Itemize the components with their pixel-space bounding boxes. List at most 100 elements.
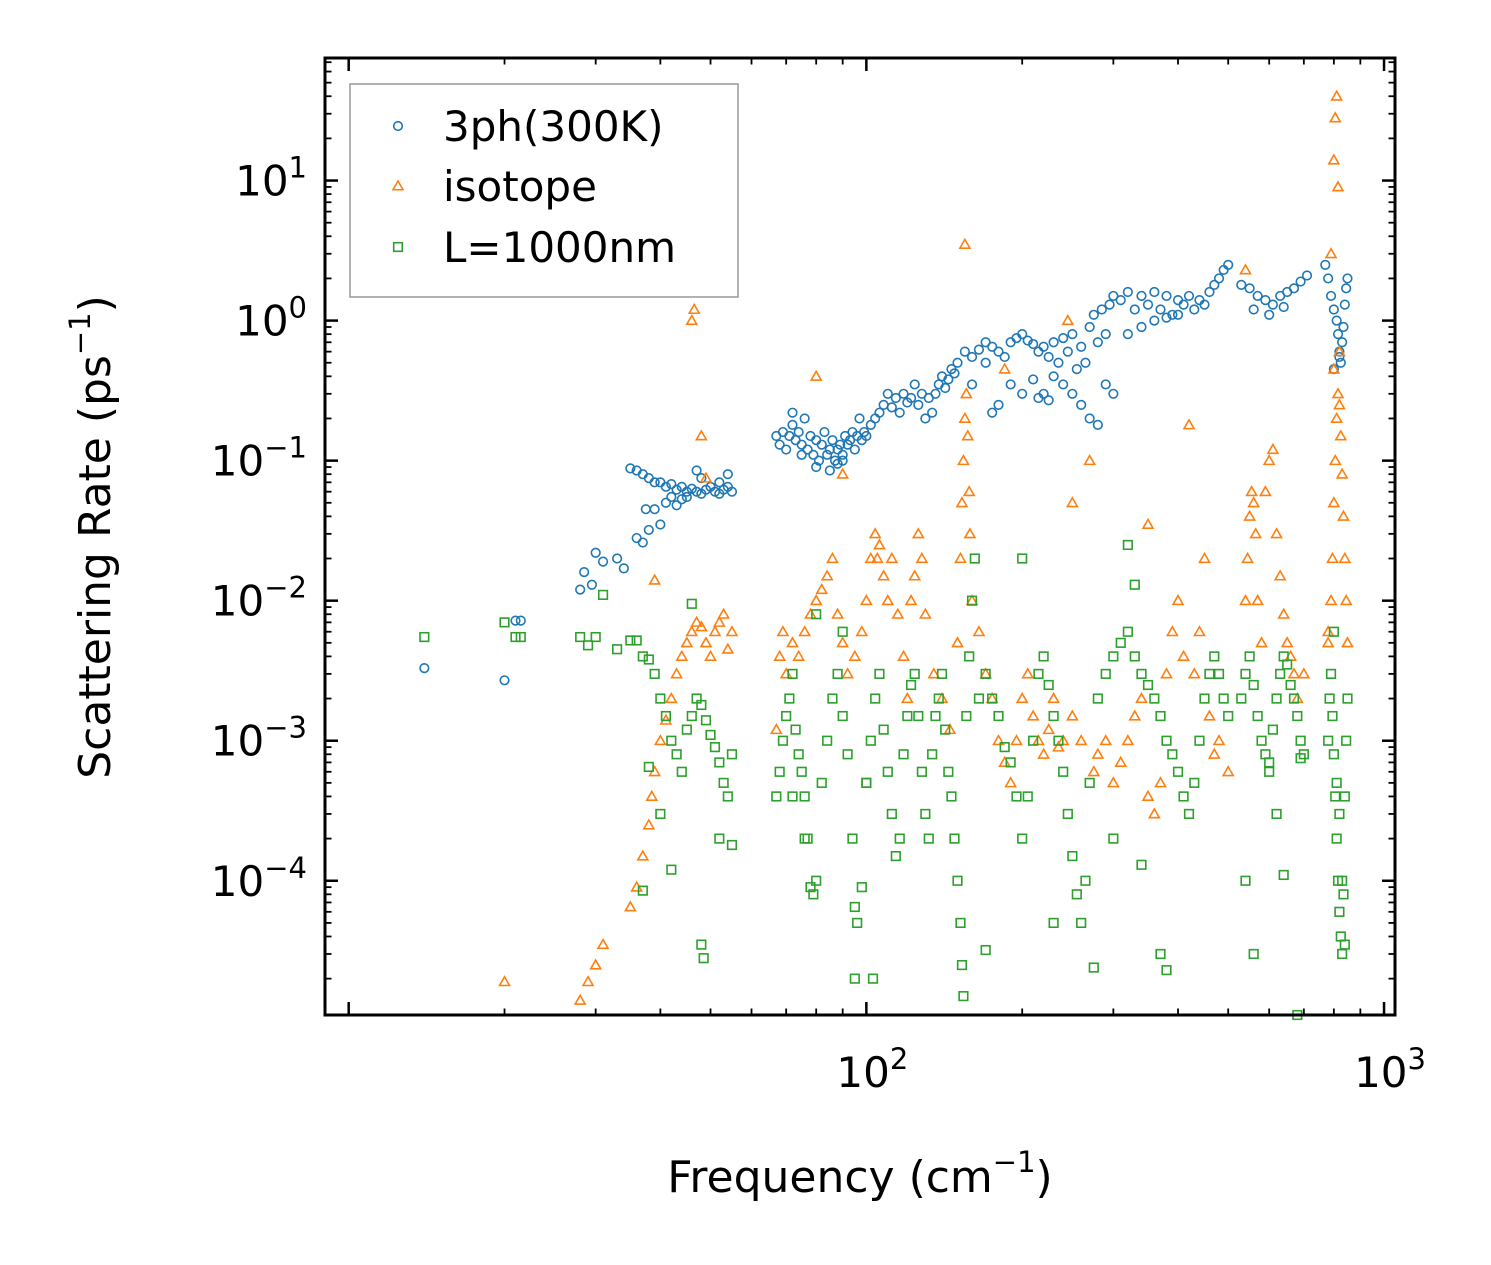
data-point bbox=[1277, 607, 1291, 619]
data-point bbox=[1183, 808, 1195, 820]
data-point bbox=[664, 691, 678, 704]
data-point bbox=[855, 625, 869, 637]
data-point bbox=[1141, 517, 1155, 530]
data-point bbox=[904, 594, 918, 606]
data-point bbox=[726, 749, 738, 760]
data-point bbox=[1172, 309, 1184, 320]
data-point bbox=[848, 649, 862, 661]
data-point bbox=[961, 429, 975, 441]
data-point bbox=[1328, 454, 1342, 466]
data-point bbox=[1332, 329, 1344, 340]
data-point bbox=[1342, 693, 1353, 704]
data-point bbox=[1249, 527, 1263, 539]
data-point bbox=[796, 766, 807, 777]
data-point bbox=[1033, 668, 1044, 679]
data-point bbox=[690, 615, 703, 627]
data-point bbox=[596, 937, 610, 950]
data-point bbox=[799, 833, 810, 844]
data-point bbox=[586, 579, 598, 590]
data-point bbox=[1122, 626, 1133, 637]
data-point bbox=[824, 465, 835, 476]
data-point bbox=[1328, 304, 1339, 315]
data-point bbox=[870, 693, 881, 704]
data-point bbox=[655, 693, 666, 704]
data-point bbox=[999, 351, 1010, 363]
data-point bbox=[618, 563, 629, 574]
data-point bbox=[1323, 735, 1334, 746]
data-point bbox=[643, 654, 654, 665]
data-point bbox=[1122, 286, 1133, 298]
data-point bbox=[958, 237, 972, 249]
data-point bbox=[1171, 594, 1185, 606]
data-point bbox=[1301, 270, 1313, 281]
data-point bbox=[1330, 411, 1344, 424]
data-point bbox=[933, 693, 944, 704]
data-point bbox=[911, 527, 925, 539]
data-point bbox=[1122, 329, 1133, 340]
data-point bbox=[1244, 283, 1255, 294]
data-point bbox=[959, 387, 973, 399]
ticks-layer: 102 103 10−4 10−3 10−2 10−1 100 101 bbox=[211, 58, 1426, 1097]
data-point bbox=[1071, 364, 1082, 375]
data-point bbox=[685, 313, 699, 326]
data-point bbox=[900, 691, 914, 704]
data-point bbox=[847, 833, 858, 844]
data-point bbox=[1108, 651, 1119, 662]
data-point bbox=[940, 724, 951, 735]
data-point bbox=[874, 668, 885, 679]
data-point bbox=[1115, 637, 1126, 648]
data-point bbox=[952, 875, 963, 886]
data-point bbox=[816, 777, 827, 788]
data-point bbox=[831, 607, 844, 619]
data-point bbox=[864, 551, 878, 564]
data-point bbox=[625, 463, 636, 474]
data-point bbox=[859, 594, 873, 606]
data-point bbox=[1080, 357, 1091, 368]
data-point bbox=[419, 631, 430, 643]
data-point bbox=[1038, 341, 1049, 352]
data-point bbox=[649, 477, 660, 488]
data-point bbox=[796, 449, 807, 460]
data-point bbox=[1252, 290, 1263, 302]
data-point bbox=[849, 901, 860, 913]
data-point bbox=[885, 551, 899, 564]
y-tick-label: 10−1 bbox=[211, 431, 307, 486]
data-point bbox=[1323, 273, 1334, 284]
data-point bbox=[1135, 691, 1148, 704]
data-point bbox=[691, 465, 702, 476]
data-point bbox=[1108, 290, 1119, 302]
data-point bbox=[1285, 679, 1296, 691]
data-point bbox=[681, 486, 692, 497]
data-point bbox=[1147, 807, 1161, 819]
data-point bbox=[1047, 691, 1060, 704]
data-point bbox=[1278, 301, 1289, 313]
y-tick-label: 100 bbox=[235, 291, 307, 346]
data-point bbox=[1199, 299, 1210, 310]
data-point bbox=[1167, 309, 1178, 320]
data-point bbox=[955, 496, 969, 508]
data-point bbox=[1037, 747, 1051, 759]
legend-label: 3ph(300K) bbox=[443, 102, 663, 151]
data-point bbox=[1266, 442, 1280, 455]
data-point bbox=[1337, 875, 1348, 886]
data-point bbox=[792, 649, 806, 661]
legend-label: isotope bbox=[443, 162, 597, 211]
data-point bbox=[1043, 679, 1054, 691]
data-point bbox=[1334, 429, 1348, 441]
data-point bbox=[832, 668, 843, 679]
data-point bbox=[1092, 693, 1103, 704]
legend-entries: 3ph(300K) isotope L=1000nm bbox=[391, 102, 676, 272]
legend-marker bbox=[391, 179, 405, 191]
data-point bbox=[1048, 917, 1059, 929]
data-point bbox=[891, 607, 905, 619]
data-point bbox=[1100, 379, 1111, 390]
data-point bbox=[824, 444, 835, 455]
data-point bbox=[625, 635, 636, 646]
data-point bbox=[916, 766, 927, 777]
data-point bbox=[909, 379, 920, 390]
data-point bbox=[1270, 527, 1283, 539]
data-point bbox=[835, 439, 846, 450]
data-point bbox=[704, 649, 717, 661]
